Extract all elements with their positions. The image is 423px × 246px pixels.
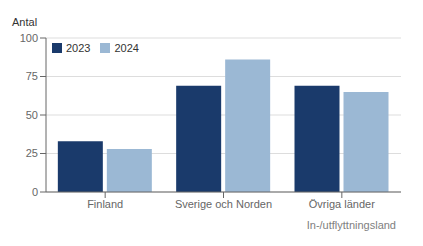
svg-text:50: 50 [26,109,38,121]
svg-text:In-/utflyttningsland: In-/utflyttningsland [307,219,396,231]
svg-text:75: 75 [26,70,38,82]
svg-text:Sverige och Norden: Sverige och Norden [175,198,272,210]
svg-text:Övriga länder: Övriga länder [309,198,375,210]
svg-text:25: 25 [26,147,38,159]
html-text:2024: 2024 [114,42,139,54]
svg-text:Finland: Finland [87,198,123,210]
html-text:Antal: Antal [12,16,38,28]
html-text:2023: 2023 [66,42,91,54]
svg-text:0: 0 [32,186,38,198]
svg-text:100: 100 [20,32,38,44]
